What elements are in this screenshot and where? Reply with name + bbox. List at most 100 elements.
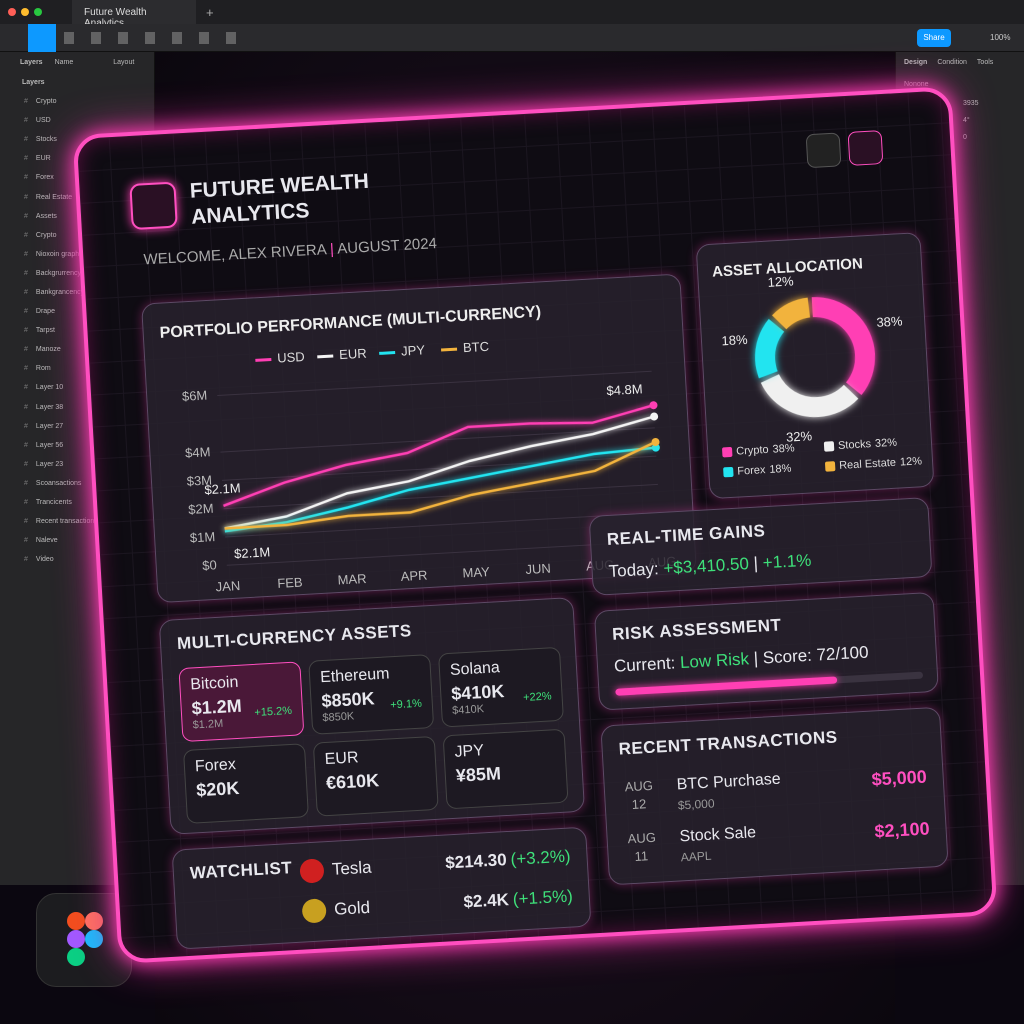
legend-name: Crypto: [736, 444, 769, 458]
chart-title: PORTFOLIO PERFORMANCE (MULTI-CURRENCY): [159, 304, 541, 342]
layer-item[interactable]: Stocks: [0, 130, 154, 149]
tab[interactable]: Design: [904, 59, 928, 66]
asset-card[interactable]: JPY ¥85M: [442, 728, 569, 810]
move-tool[interactable]: [28, 24, 56, 52]
risk-level: Low Risk: [679, 649, 750, 673]
layer-item[interactable]: Assets: [0, 207, 154, 226]
layer-item[interactable]: Video: [0, 550, 154, 569]
tx-day: 11: [634, 848, 649, 864]
asset-cards: Bitcoin $1.2M $1.2M +15.2% Ethereum $850K $850…: [160, 598, 572, 824]
logo-part: [85, 912, 103, 930]
legend-name: Real Estate: [839, 457, 896, 472]
legend-label: Crypto 38%: [736, 442, 795, 457]
max-dot[interactable]: [34, 8, 42, 16]
legend-label: JPY: [401, 342, 426, 358]
layer-item[interactable]: Layer 38: [0, 398, 154, 417]
layer-item[interactable]: Bankgrancency conv: [0, 283, 154, 302]
field[interactable]: 0: [963, 134, 967, 141]
gains-percent: +1.1%: [762, 550, 812, 573]
y-tick-label: $0: [202, 557, 217, 573]
logo-part: [67, 912, 85, 930]
tx-items: AUG 12 BTC Purchase $5,000 $5,000 AUG 11 Stock …: [601, 708, 938, 865]
layer-item[interactable]: Crypto: [0, 92, 154, 111]
asset-change: +15.2%: [254, 704, 293, 719]
donut-segment: [755, 297, 876, 418]
price: $2.4K: [463, 890, 510, 912]
tab[interactable]: Tools: [976, 59, 994, 66]
legend-swatch: [723, 466, 734, 478]
watch-price: $214.30 (+3.2%): [445, 847, 571, 874]
layer-item[interactable]: EUR: [0, 149, 154, 168]
asset-change: +9.1%: [390, 697, 423, 712]
legend-label: EUR: [339, 346, 367, 363]
grid-line: [217, 370, 652, 397]
field[interactable]: 3935: [963, 100, 979, 107]
asset-name: EUR: [324, 749, 359, 769]
layer-item[interactable]: Recent transaction: [0, 512, 154, 531]
field[interactable]: 4°: [963, 117, 970, 124]
layer-item[interactable]: Real Estate: [0, 187, 154, 206]
layer-item[interactable]: Trancicents: [0, 493, 154, 512]
bell-button[interactable]: [805, 132, 842, 169]
layer-item[interactable]: Layer 27: [0, 417, 154, 436]
layer-item[interactable]: Backgrurrency dorh: [0, 264, 154, 283]
legend-value: 38%: [772, 442, 795, 455]
change: (+1.5%): [512, 886, 574, 909]
asset-name: Ethereum: [319, 665, 390, 687]
min-dot[interactable]: [21, 8, 29, 16]
risk-bar: [615, 676, 838, 696]
layer-item[interactable]: Crypto: [0, 226, 154, 245]
layer-item[interactable]: Layer 56: [0, 436, 154, 455]
tx-row[interactable]: AUG 11 Stock Sale AAPL $2,100: [623, 812, 931, 875]
layer-item[interactable]: Forex: [0, 168, 154, 187]
asset-value: $20K: [195, 777, 240, 801]
asset-card[interactable]: Bitcoin $1.2M $1.2M +15.2%: [178, 661, 305, 743]
layer-item[interactable]: Layer 10: [0, 378, 154, 397]
asset-card[interactable]: Forex $20K: [183, 743, 309, 824]
end-marker: [651, 443, 660, 452]
value-label: $4.8M: [606, 381, 643, 398]
new-tab[interactable]: +: [206, 5, 214, 20]
ring-label: 32%: [786, 428, 813, 444]
layer-item[interactable]: Scoansactions: [0, 474, 154, 493]
legend-swatch: [255, 357, 272, 362]
asset-card[interactable]: EUR €610K: [312, 735, 439, 817]
x-tick-label: JUN: [525, 561, 551, 577]
ring-label: 38%: [876, 313, 903, 329]
layer-item[interactable]: Manoze: [0, 340, 154, 359]
tab[interactable]: Name: [54, 59, 74, 66]
y-tick-label: $4M: [185, 444, 211, 460]
tool-icons[interactable]: [64, 32, 244, 44]
layer-item[interactable]: Drape: [0, 302, 154, 321]
tab[interactable]: Layout: [113, 59, 135, 66]
layer-item[interactable]: Naleve: [0, 531, 154, 550]
layer-name[interactable]: Nonone: [904, 81, 929, 88]
tx-sub: $5,000: [677, 796, 715, 813]
gains-line: Today: +$3,410.50 | +1.1%: [608, 550, 812, 581]
layer-item[interactable]: USD: [0, 111, 154, 130]
portfolio-chart: PORTFOLIO PERFORMANCE (MULTI-CURRENCY) $…: [159, 304, 676, 595]
allocation-panel: ASSET ALLOCATION 38% Crypto 38% 32% Stocks 32…: [695, 232, 935, 500]
end-marker: [649, 401, 658, 410]
legend-swatch: [379, 351, 396, 355]
layer-item[interactable]: Rom: [0, 359, 154, 378]
layers-header[interactable]: Layers: [20, 59, 43, 66]
layer-item[interactable]: Layer 23: [0, 455, 154, 474]
share-button[interactable]: Share: [917, 29, 951, 47]
welcome: WELCOME, ALEX RIVERA | AUGUST 2024: [143, 235, 437, 268]
layer-item[interactable]: Nioxoin graph: [0, 245, 154, 264]
zoom[interactable]: 100%: [990, 33, 1011, 42]
menu-button[interactable]: [847, 130, 884, 166]
end-marker: [650, 412, 659, 421]
layer-item[interactable]: Tarpst: [0, 321, 154, 340]
tab[interactable]: Condition: [937, 59, 967, 66]
series-line: [224, 415, 655, 530]
file-tab[interactable]: Future Wealth Analytics: [72, 0, 196, 29]
close-dot[interactable]: [8, 8, 16, 16]
asset-card[interactable]: Solana $410K $410K +22%: [438, 646, 564, 728]
asset-card[interactable]: Ethereum $850K $850K +9.1%: [308, 654, 435, 735]
design-tabs: Design Condition Tools: [896, 52, 1024, 73]
transactions-panel: RECENT TRANSACTIONS AUG 12 BTC Purchase $5,…: [600, 706, 949, 886]
